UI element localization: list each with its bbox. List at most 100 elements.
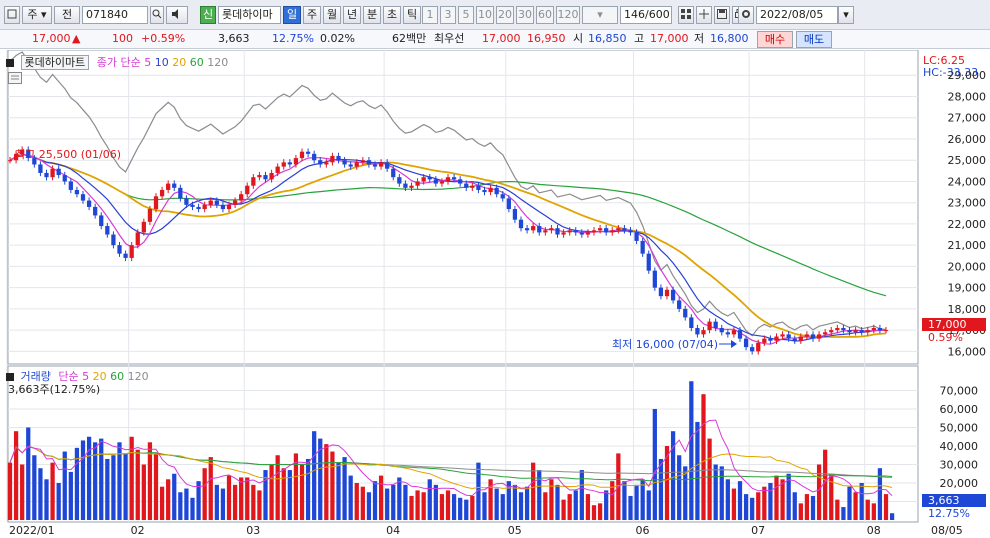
calendar-dropdown-icon[interactable]: ▾ xyxy=(838,6,854,24)
company-name-field[interactable]: 롯데하이마 xyxy=(218,6,281,24)
period-week-button[interactable]: 주 xyxy=(303,6,321,24)
period-year-button[interactable]: 년 xyxy=(343,6,361,24)
volume-bar xyxy=(293,453,299,520)
volume-bar xyxy=(214,484,219,520)
minute-option-60[interactable]: 60 xyxy=(536,6,554,24)
settings-gear-icon[interactable] xyxy=(738,6,754,24)
candle-body xyxy=(56,168,61,176)
minute-option-3[interactable]: 3 xyxy=(440,6,456,24)
hc-label: HC:-33.33 xyxy=(923,66,978,79)
price-panel-icon[interactable] xyxy=(8,72,22,87)
minute-option-10[interactable]: 10 xyxy=(476,6,494,24)
candle-body xyxy=(135,232,140,246)
period-tick-button[interactable]: 틱 xyxy=(403,6,421,24)
sin-badge[interactable]: 신 xyxy=(200,6,216,24)
volume-bar xyxy=(768,483,773,520)
legend-ma120: 120 xyxy=(207,56,229,69)
candle-body xyxy=(695,328,700,335)
volume-bar xyxy=(202,468,207,520)
candle-body xyxy=(512,209,518,220)
price-tick-label: 28,000 xyxy=(948,90,987,103)
volume-bar xyxy=(889,513,895,520)
price-tick-label: 29,000 xyxy=(948,69,987,82)
sell-button[interactable]: 매도 xyxy=(796,31,832,48)
minute-option-1[interactable]: 1 xyxy=(422,6,438,24)
candle-body xyxy=(628,230,633,233)
candle-body xyxy=(604,228,609,233)
candle-body xyxy=(470,185,475,188)
volume-bar xyxy=(178,492,183,520)
chart-canvas[interactable]: 16,000 17,000 18,000 19,000 20,000 21,000 22,0… xyxy=(0,50,990,538)
date-input[interactable]: 2022/08/05 xyxy=(756,6,838,24)
minute-option-30[interactable]: 30 xyxy=(516,6,534,24)
period-day-button[interactable]: 일 xyxy=(283,6,301,24)
candle-body xyxy=(93,206,98,216)
turnover-ratio: 0.02% xyxy=(320,32,355,45)
crosshair-tool-icon[interactable] xyxy=(696,6,712,24)
candle-body xyxy=(439,181,445,184)
candle-body xyxy=(835,328,840,331)
candle-body xyxy=(780,334,785,337)
volume-bar xyxy=(670,431,676,520)
period-month-button[interactable]: 월 xyxy=(323,6,341,24)
current-pct-tag-text: 0.59% xyxy=(928,331,963,344)
volume-bar xyxy=(610,481,615,520)
candle-body xyxy=(640,240,645,254)
legend-vol-ma5: 5 xyxy=(82,370,90,383)
candle-body xyxy=(281,162,286,167)
save-icon[interactable] xyxy=(714,6,730,24)
candle-body xyxy=(299,151,305,159)
period-type-select[interactable]: 주 ▾ xyxy=(22,6,52,24)
volume-tick-label: 60,000 xyxy=(940,403,979,416)
volume-bar xyxy=(166,479,171,520)
minute-option-20[interactable]: 20 xyxy=(496,6,514,24)
candle-body xyxy=(883,330,889,332)
chart-area[interactable]: 16,000 17,000 18,000 19,000 20,000 21,000 22,0… xyxy=(0,50,990,538)
candle-body xyxy=(226,204,232,210)
grid-tool-icon[interactable] xyxy=(678,6,694,24)
legend-square-icon xyxy=(6,373,14,381)
volume-bar xyxy=(184,488,189,520)
legend-company-name[interactable]: 롯데하이마트 xyxy=(20,55,90,70)
period-minute-button[interactable]: 분 xyxy=(363,6,381,24)
price-tick-label: 26,000 xyxy=(948,133,987,146)
candle-body xyxy=(518,219,524,229)
volume-bar xyxy=(391,484,396,520)
candle-body xyxy=(786,334,791,339)
volume-bar xyxy=(263,470,268,520)
candle-body xyxy=(524,228,530,231)
search-icon[interactable] xyxy=(150,6,164,24)
minute-option-120[interactable]: 120 xyxy=(556,6,580,24)
volume-bar xyxy=(792,492,797,520)
candle-body xyxy=(670,289,676,301)
volume-bar xyxy=(470,495,475,520)
legend-volume-name[interactable]: 거래량 xyxy=(20,370,51,383)
minute-option-label: 3 xyxy=(444,8,452,21)
candle-body xyxy=(275,166,280,173)
candle-body xyxy=(366,160,372,165)
minute-custom-select[interactable]: ▾ xyxy=(582,6,618,24)
data-count-field[interactable]: 146/600 xyxy=(620,6,672,24)
volume-bar xyxy=(232,484,238,520)
volume-bar xyxy=(883,494,889,520)
minute-option-5[interactable]: 5 xyxy=(458,6,474,24)
candle-body xyxy=(7,160,13,162)
speaker-icon[interactable] xyxy=(166,6,188,24)
price-tick-label: 27,000 xyxy=(948,112,987,125)
volume-bar xyxy=(354,483,359,520)
legend-vol-ma20: 20 xyxy=(92,370,107,383)
volume-bar xyxy=(220,488,226,520)
candle-body xyxy=(829,330,834,333)
buy-button[interactable]: 매수 xyxy=(757,31,793,48)
chart-window-icon[interactable] xyxy=(4,6,20,24)
volume-bar xyxy=(500,494,505,520)
volume-bar xyxy=(117,442,122,520)
candle-body xyxy=(196,206,201,210)
volume-bar xyxy=(385,488,390,520)
period-label: 분 xyxy=(366,8,378,21)
stock-code-input[interactable]: 071840 xyxy=(82,6,148,24)
period-second-button[interactable]: 초 xyxy=(383,6,401,24)
high-price: 17,000 xyxy=(650,32,689,45)
jeon-select[interactable]: 전 xyxy=(54,6,80,24)
price-tick-label: 22,000 xyxy=(948,218,987,231)
